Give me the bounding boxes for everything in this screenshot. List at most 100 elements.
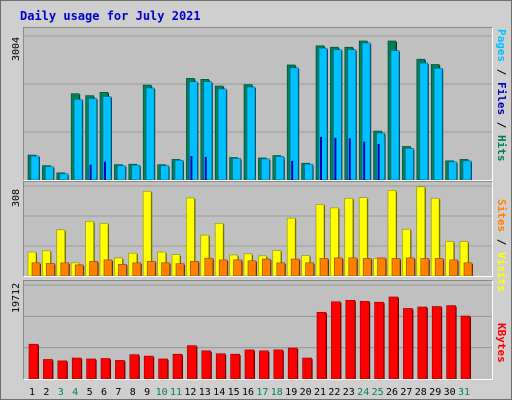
sites-bar-day-31 [463,262,473,276]
day-label-15: 15 [228,387,240,398]
kbytes-bar-day-6 [100,358,111,379]
visits-bar-day-21 [315,204,325,276]
kbytes-bar-day-20 [302,357,312,379]
kbytes-bar-day-7 [115,360,125,379]
sites-bar-day-19 [290,258,300,276]
files-bar-day-8 [131,164,141,180]
pages-bar-day-5 [89,164,92,180]
sites-bar-day-8 [132,262,142,276]
sites-bar-day-3 [60,262,70,276]
kbytes-plot [24,284,492,379]
files-bar-day-7 [117,165,126,180]
legend-entry: / [495,115,508,135]
sites-visits-plot [24,185,492,276]
day-label-12: 12 [184,387,196,398]
files-bar-day-11 [174,160,184,180]
visits-bar-day-29 [430,197,440,276]
sites-bar-day-25 [377,257,386,276]
kbytes-bar-day-28 [417,306,428,379]
legend-entry: Visits [495,252,508,292]
day-label-25: 25 [372,387,384,398]
pages-bar-day-21 [320,136,322,180]
sites-visits-panel [23,181,493,277]
day-label-18: 18 [271,387,283,398]
day-label-3: 3 [58,387,64,398]
files-bar-day-15 [232,158,241,180]
kbytes-bar-day-23 [345,300,356,379]
files-bar-day-21 [318,47,328,180]
day-label-19: 19 [285,387,297,398]
day-label-10: 10 [156,387,168,398]
sites-bar-day-4 [74,264,84,276]
files-bar-day-13 [203,81,213,180]
sites-bar-day-24 [362,258,372,276]
kbytes-bar-day-18 [273,349,284,379]
day-label-13: 13 [199,387,211,398]
visits-bar-day-27 [402,228,411,276]
kbytes-bar-day-11 [172,353,183,379]
day-label-23: 23 [343,387,355,398]
middle-panel-max-label: 308 [11,188,22,207]
sites-bar-day-14 [218,259,228,276]
sites-bar-day-1 [31,262,41,276]
kbytes-bar-day-1 [28,343,39,379]
day-label-11: 11 [170,387,182,398]
day-label-30: 30 [444,387,456,398]
visits-bar-day-5 [85,221,94,276]
files-bar-day-1 [30,155,40,180]
legend-entry: / [495,232,508,252]
files-bar-day-28 [419,62,429,180]
day-label-6: 6 [101,387,107,398]
kbytes-bar-day-14 [215,353,226,379]
pages-bar-day-19 [291,160,294,180]
legend-entry: Files [495,82,508,116]
files-bar-day-26 [390,50,400,180]
middle-panel-legend: Sites / Visits [495,199,508,292]
files-bar-day-16 [246,86,256,180]
top-panel-max-label: 3004 [11,36,22,61]
pages-bar-day-22 [334,137,337,180]
kbytes-bar-day-17 [259,350,269,379]
kbytes-bar-day-22 [331,301,341,379]
day-label-16: 16 [242,387,254,398]
pages-bar-day-12 [190,156,193,180]
visits-bar-day-19 [286,217,296,276]
day-label-17: 17 [256,387,268,398]
kbytes-bar-day-13 [201,350,212,379]
sites-bar-day-9 [146,261,156,276]
kbytes-bar-day-3 [57,360,68,379]
sites-bar-day-2 [46,263,55,276]
sites-bar-day-18 [276,262,286,276]
files-bar-day-10 [160,165,169,180]
legend-entry: KBytes [495,323,508,363]
sites-bar-day-6 [103,259,113,276]
files-bar-day-25 [376,132,385,180]
visits-bar-day-3 [56,229,66,276]
sites-bar-day-13 [204,257,214,276]
pages-bar-day-24 [363,141,366,180]
files-bar-day-5 [88,98,97,180]
files-bar-day-20 [304,163,313,180]
kbytes-bar-day-31 [460,315,471,379]
files-bar-day-9 [145,87,155,180]
pages-bar-day-23 [348,138,351,180]
sites-bar-day-10 [161,262,170,276]
top-panel-legend: Pages / Files / Hits [495,29,508,162]
pages-bar-day-25 [377,144,380,180]
files-bar-day-2 [45,166,54,180]
day-label-22: 22 [328,387,340,398]
legend-entry: / [495,62,508,82]
sites-bar-day-16 [247,260,257,276]
files-bar-day-19 [289,67,299,180]
sites-bar-day-21 [319,258,329,276]
day-label-2: 2 [43,387,49,398]
sites-bar-day-27 [406,257,415,276]
kbytes-bar-day-4 [71,357,82,379]
files-bar-day-27 [405,148,414,180]
day-label-29: 29 [429,387,441,398]
kbytes-bar-day-5 [86,358,96,379]
sites-bar-day-29 [434,258,444,276]
pages-bar-day-13 [204,156,207,180]
legend-entry: Hits [495,135,508,162]
